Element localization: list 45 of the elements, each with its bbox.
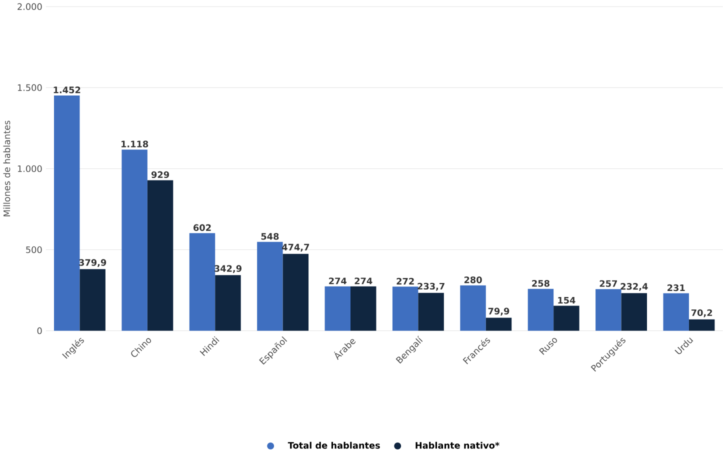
bar [80, 269, 106, 331]
bar [257, 242, 283, 331]
data-label: 274 [354, 278, 372, 284]
y-tick-label: 1.500 [18, 84, 42, 92]
data-label: 272 [396, 278, 414, 284]
bar [688, 319, 715, 331]
bar [596, 289, 622, 331]
data-label: 79,9 [488, 308, 510, 316]
data-label: 257 [600, 280, 617, 287]
bar [122, 150, 148, 331]
bar [621, 293, 647, 331]
y-tick-label: 1.000 [18, 165, 42, 172]
bar [324, 286, 350, 331]
bar [418, 292, 444, 331]
legend-label: Total de hablantes [288, 442, 380, 449]
data-label: 929 [151, 171, 169, 178]
data-label: 602 [194, 224, 211, 232]
data-label: 548 [261, 233, 279, 240]
bar [528, 288, 554, 331]
data-label: 274 [329, 278, 347, 284]
bar [215, 275, 241, 331]
legend-label: Hablante nativo* [416, 442, 500, 449]
y-tick-label: 500 [26, 246, 42, 254]
bar [554, 306, 580, 331]
bar [189, 233, 216, 331]
bar [392, 286, 418, 331]
data-label: 70,2 [691, 309, 712, 318]
data-label: 233,7 [418, 282, 444, 291]
bar [147, 180, 174, 331]
bar [282, 254, 309, 331]
bar [663, 293, 689, 331]
bar [486, 318, 512, 331]
data-label: 258 [532, 280, 550, 287]
bar [54, 95, 80, 331]
data-label: 1.118 [122, 140, 148, 148]
data-label: 1.452 [54, 86, 80, 94]
bar [350, 286, 376, 331]
y-tick-label: 0 [37, 327, 42, 334]
data-label: 154 [558, 297, 576, 304]
y-axis-title: Millones de hablantes [3, 120, 10, 216]
bar [460, 285, 486, 331]
y-tick-label: 2.000 [18, 3, 42, 10]
data-label: 231 [668, 284, 685, 292]
data-label: 232,4 [620, 283, 648, 291]
data-label: 280 [464, 276, 482, 284]
